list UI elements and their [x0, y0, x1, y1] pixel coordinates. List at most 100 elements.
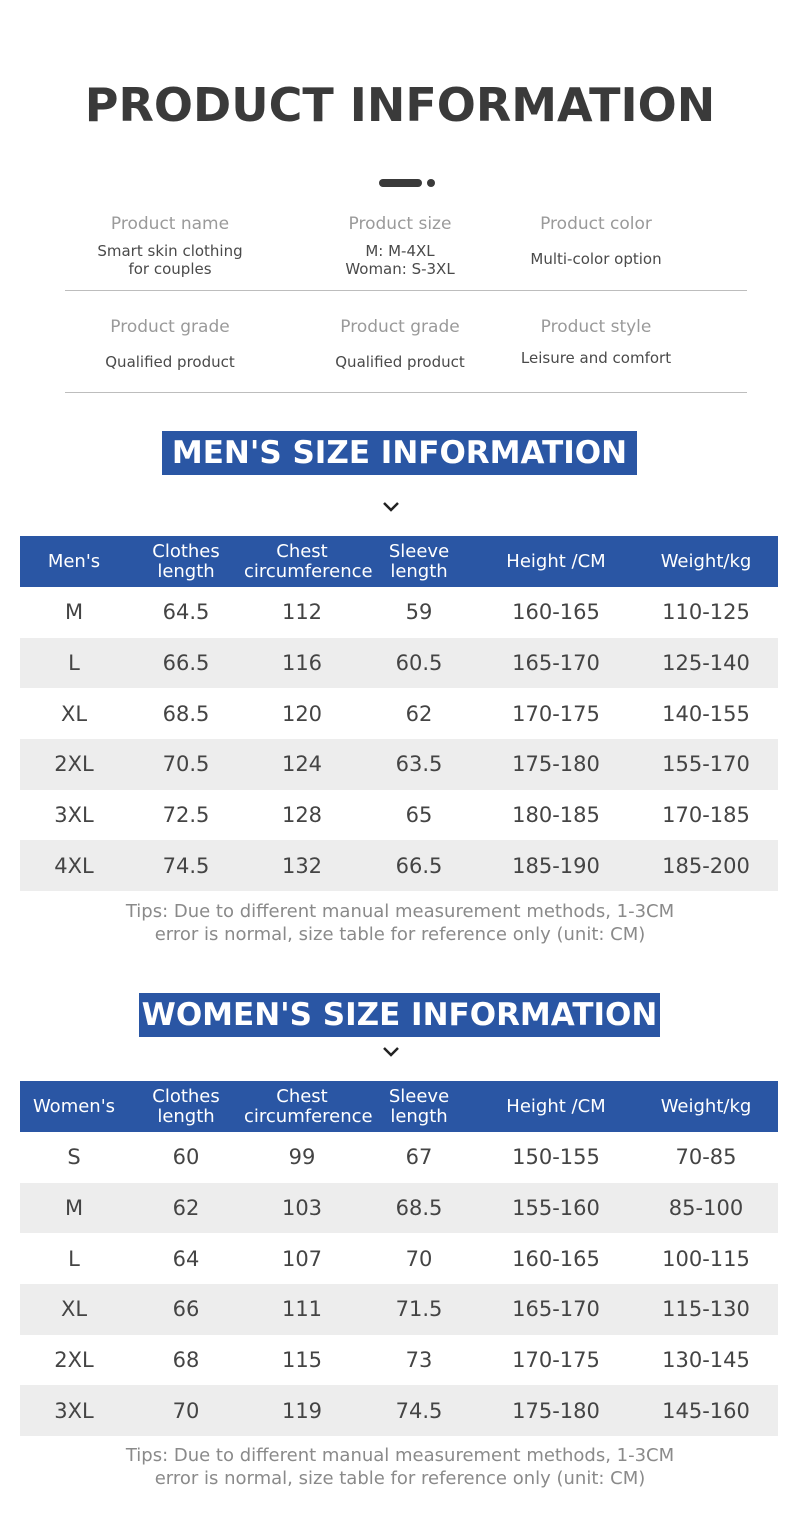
info-cell-product-color: Product color Multi-color option [481, 210, 711, 268]
info-cell-product-name: Product name Smart skin clothing for coup… [55, 210, 285, 278]
table-cell: 3XL [54, 803, 94, 828]
table-cell: 130-145 [662, 1348, 750, 1373]
info-value: Leisure and comfort [520, 349, 672, 367]
table-cell: XL [20, 1284, 128, 1335]
table-cell: 160-165 [512, 1246, 600, 1271]
info-cell-product-size: Product size M: M-4XL Woman: S-3XL [285, 210, 515, 278]
table-cell: 180-185 [512, 803, 600, 828]
column-header: Women's [20, 1081, 128, 1132]
info-cell-product-grade: Product grade Qualified product [285, 313, 515, 371]
table-cell: L [68, 1246, 80, 1271]
info-label: Product grade [110, 317, 230, 337]
chevron-down-icon [382, 501, 400, 513]
table-cell: 74.5 [128, 840, 244, 892]
table-cell: 125-140 [634, 637, 778, 689]
womens-size-banner: WOMEN'S SIZE INFORMATION [139, 993, 660, 1037]
info-label: Product color [540, 214, 652, 234]
womens-size-tips: Tips: Due to different manual measuremen… [125, 1445, 675, 1489]
page-title: PRODUCT INFORMATION [84, 78, 716, 132]
table-cell: 70 [128, 1385, 244, 1437]
table-cell: 132 [244, 840, 360, 892]
column-header: Sleeve length [360, 536, 478, 587]
dots-divider-icon [379, 178, 439, 188]
table-cell: M [20, 1182, 128, 1234]
table-cell: 112 [281, 600, 323, 625]
table-row: 2XL 70.5 124 63.5 175-180 155-170 [20, 739, 778, 790]
table-cell: 115-130 [634, 1284, 778, 1335]
table-cell: 160-165 [512, 600, 600, 625]
table-cell: 60 [172, 1145, 200, 1170]
table-cell: 67 [405, 1145, 433, 1170]
table-cell: 85-100 [634, 1182, 778, 1234]
info-value: Multi-color option [530, 250, 662, 268]
product-info-row: Product name Smart skin clothing for coup… [65, 210, 747, 291]
table-cell: 68.5 [360, 1182, 478, 1234]
column-header: Chest circumference [244, 536, 373, 587]
table-cell: 99 [288, 1145, 316, 1170]
info-label: Product grade [340, 317, 460, 337]
table-cell: 2XL [20, 739, 128, 790]
table-cell: 103 [244, 1182, 360, 1234]
column-header: Sleeve length [360, 1081, 478, 1132]
table-cell: S [67, 1145, 81, 1170]
column-header: Height /CM [478, 1081, 634, 1132]
info-cell-product-style: Product style Leisure and comfort [481, 313, 711, 367]
table-row: M 64.5 112 59 160-165 110-125 [20, 587, 778, 638]
column-header: Height /CM [478, 536, 634, 587]
table-cell: 68.5 [162, 701, 210, 726]
table-cell: 115 [281, 1348, 323, 1373]
table-cell: 64.5 [162, 600, 210, 625]
table-cell: 185-200 [634, 840, 778, 892]
table-cell: XL [60, 701, 88, 726]
table-cell: 74.5 [360, 1385, 478, 1437]
table-cell: 4XL [20, 840, 128, 892]
info-label: Product name [110, 214, 230, 234]
table-row: L 66.5 116 60.5 165-170 125-140 [20, 637, 778, 689]
table-cell: 128 [281, 803, 323, 828]
table-cell: 73 [405, 1348, 433, 1373]
table-cell: 175-180 [478, 739, 634, 790]
table-cell: 70.5 [128, 739, 244, 790]
table-cell: 64 [172, 1246, 200, 1271]
table-row: L 64 107 70 160-165 100-115 [20, 1233, 778, 1284]
table-cell: 110-125 [662, 600, 750, 625]
mens-size-table: Men's Clothes length Chest circumference S… [20, 536, 778, 892]
info-value: M: M-4XL Woman: S-3XL [345, 242, 455, 278]
column-header: Clothes length [128, 536, 244, 587]
table-row: 4XL 74.5 132 66.5 185-190 185-200 [20, 840, 778, 892]
column-header: Weight/kg [634, 1081, 778, 1132]
table-cell: 107 [281, 1246, 323, 1271]
info-value: Smart skin clothing for couples [97, 242, 243, 278]
table-row: M 62 103 68.5 155-160 85-100 [20, 1182, 778, 1234]
table-cell: 185-190 [478, 840, 634, 892]
table-cell: 70 [405, 1246, 433, 1271]
table-cell: 72.5 [162, 803, 210, 828]
info-cell-product-grade: Product grade Qualified product [55, 313, 285, 371]
mens-size-tips: Tips: Due to different manual measuremen… [125, 901, 675, 945]
table-cell: 71.5 [360, 1284, 478, 1335]
table-row: S 60 99 67 150-155 70-85 [20, 1132, 778, 1183]
table-cell: 140-155 [662, 701, 750, 726]
table-cell: 175-180 [478, 1385, 634, 1437]
info-label: Product size [348, 214, 452, 234]
table-cell: 63.5 [360, 739, 478, 790]
womens-size-table: Women's Clothes length Chest circumference… [20, 1081, 778, 1437]
table-row: XL 68.5 120 62 170-175 140-155 [20, 688, 778, 739]
table-cell: 155-160 [478, 1182, 634, 1234]
table-cell: M [64, 600, 84, 625]
table-cell: L [20, 637, 128, 689]
column-header: Weight/kg [634, 536, 778, 587]
table-row: 3XL 72.5 128 65 180-185 170-185 [20, 790, 778, 841]
table-cell: 70-85 [675, 1145, 737, 1170]
info-label: Product style [540, 317, 652, 337]
info-value: Qualified product [335, 353, 465, 371]
table-cell: 3XL [20, 1385, 128, 1437]
table-cell: 60.5 [360, 637, 478, 689]
table-cell: 66 [128, 1284, 244, 1335]
table-cell: 100-115 [662, 1246, 750, 1271]
table-cell: 65 [405, 803, 433, 828]
table-row: XL 66 111 71.5 165-170 115-130 [20, 1284, 778, 1335]
product-info-row: Product grade Qualified product Product … [65, 313, 747, 393]
table-cell: 66.5 [360, 840, 478, 892]
table-header-row: Women's Clothes length Chest circumference… [20, 1081, 778, 1132]
